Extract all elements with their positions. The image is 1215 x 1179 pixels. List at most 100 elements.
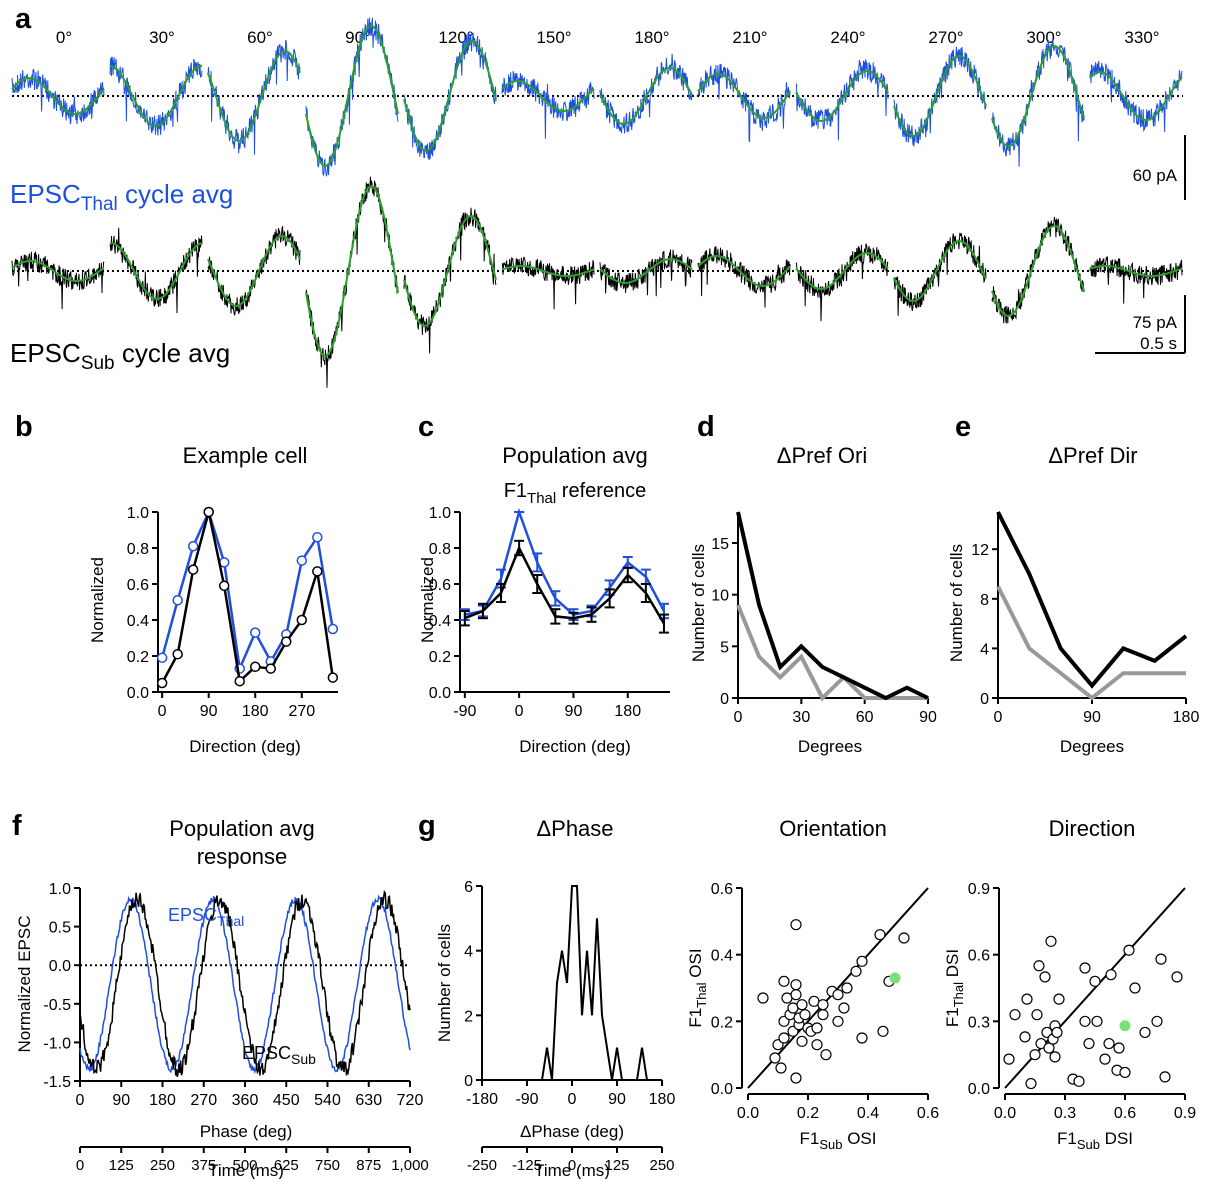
x-tick-label: 90 [608, 1091, 626, 1108]
scatter-point [1159, 1071, 1171, 1083]
direction-label: 300° [1026, 28, 1061, 47]
y-axis-label-rest: DSI [943, 949, 962, 982]
data-point [234, 675, 245, 687]
y-tick-label: 0.3 [968, 1014, 990, 1031]
y-axis-label-main: F1 [943, 1007, 962, 1027]
y-axis-label-sub: Thal [951, 982, 966, 1007]
chart-subtitle-sub: Thal [527, 490, 556, 507]
scatter-point [1009, 1009, 1021, 1021]
trace-thal-fit [893, 54, 987, 137]
y-tick-label: 1.0 [127, 505, 149, 522]
x-axis-label: F1Sub DSI [1057, 1129, 1133, 1152]
y-axis-label: Number of cells [435, 924, 454, 1042]
x-tick-label: 90 [200, 703, 218, 720]
x-axis-label: Degrees [1060, 737, 1124, 756]
y-tick-label: 0.8 [429, 541, 451, 558]
y-tick-label: 8 [980, 592, 989, 609]
x-tick-label: 270 [288, 703, 315, 720]
y-axis-label: Normalized EPSC [15, 916, 34, 1053]
panel-letter-c: c [418, 411, 434, 443]
y-tick-label: 0.5 [49, 920, 71, 937]
trace-sub-fit [110, 242, 203, 301]
direction-label: 180° [634, 28, 669, 47]
time-tick-label: 1,000 [391, 1157, 429, 1174]
data-point [172, 648, 183, 660]
x-tick-label: 90 [565, 703, 583, 720]
scatter-point [1033, 960, 1045, 972]
time-tick-label: -250 [467, 1157, 497, 1174]
trace-thal-fit [697, 72, 791, 120]
y-tick-label: 0.0 [711, 1081, 733, 1098]
time-tick-label: 375 [191, 1157, 216, 1174]
y-tick-label: 4 [980, 641, 989, 658]
panel-letter-a: a [15, 3, 32, 35]
panel-letter-e: e [955, 411, 971, 443]
y-tick-label: 0.9 [968, 881, 990, 898]
trace-sub-fit [11, 259, 105, 282]
x-axis-label: Degrees [798, 737, 862, 756]
y-tick-label: 15 [711, 536, 729, 553]
y-tick-label: 0.2 [127, 649, 149, 666]
y-tick-label: 10 [711, 588, 729, 605]
series-line [161, 511, 335, 684]
sub-trace-label: EPSCSub cycle avg [10, 338, 230, 374]
y-tick-label: 12 [971, 542, 989, 559]
scatter-point [1021, 993, 1033, 1005]
trace-sub-raw [305, 176, 399, 388]
series-line [736, 511, 929, 701]
scatter-point [850, 965, 862, 977]
scatter-point [1129, 982, 1141, 994]
chart-c: 0.0 0.2 0.4 0.6 0.8 1.0 -90 0 90 180 Population av… [418, 443, 670, 756]
trace-thal-fit [109, 65, 203, 128]
scatter-point [796, 999, 808, 1011]
direction-labels: 0° 30° 60° 90° 120° 150° 180° 210° 240° 270° 300° 3… [56, 28, 1160, 47]
scatter-point [856, 955, 868, 967]
trace-sub-raw [893, 232, 987, 316]
scatter-point [832, 1015, 844, 1027]
chart-title: ΔPref Ori [777, 443, 867, 468]
y-tick-label: 0.6 [429, 577, 451, 594]
scatter-point [790, 979, 802, 991]
time-axis-label: Time (ms) [534, 1161, 610, 1179]
scatter-point [1089, 975, 1101, 987]
chart-g-orientation: 0.00.20.40.60.0 0.2 0.4 0.6OrientationF1Sub… [686, 816, 939, 1152]
scatter-point [1019, 1031, 1031, 1043]
y-tick-label: 0.2 [429, 649, 451, 666]
trace-thal-fit [207, 50, 301, 143]
scatter-point [1029, 1049, 1041, 1061]
trace-sub-fit [599, 257, 693, 285]
direction-label: 150° [536, 28, 571, 47]
trace-thal-fit [795, 69, 889, 123]
scatter-point [856, 1032, 868, 1044]
series-label-sub: EPSCSub [242, 1043, 316, 1067]
x-tick-label: 0.2 [797, 1105, 819, 1122]
scatter-point [1039, 971, 1051, 983]
scatter-point [790, 1072, 802, 1084]
scatter-point [778, 1032, 790, 1044]
y-tick-label: 0.0 [49, 958, 71, 975]
x-tick-label: 0.0 [994, 1105, 1016, 1122]
y-tick-label: 0.2 [711, 1014, 733, 1031]
chart-panels: 0.0 0.2 0.4 0.6 0.8 1.0 0 90 180 270 Example cell D… [15, 443, 1199, 1179]
trace-sub-fit [697, 254, 791, 288]
y-tick-label: 2 [464, 1008, 473, 1025]
x-tick-label: 30 [792, 709, 810, 726]
y-tick-label: -1.0 [43, 1035, 71, 1052]
trace-thal-raw [501, 71, 595, 139]
y-axis-label: Number of cells [947, 544, 966, 662]
trace-thal-fit [991, 45, 1085, 148]
time-tick-label: 625 [274, 1157, 299, 1174]
direction-label: 30° [149, 28, 175, 47]
series-label-sub-sub: Sub [291, 1051, 316, 1067]
scatter-point [820, 1049, 832, 1061]
x-tick-label: 180 [149, 1092, 176, 1109]
time-tick-label: 0 [76, 1157, 84, 1174]
scatter-point [1031, 1009, 1043, 1021]
x-axis-label-main: F1 [800, 1129, 820, 1148]
direction-label: 60° [247, 28, 273, 47]
chart-g-phase: 0 2 4 6 -180 -90 0 90 180 ΔPhase ΔPhase (deg) Numbe… [435, 816, 675, 1179]
x-tick-label: -90 [515, 1091, 538, 1108]
scatter-point [1099, 1053, 1111, 1065]
x-tick-label: 0.0 [737, 1105, 759, 1122]
